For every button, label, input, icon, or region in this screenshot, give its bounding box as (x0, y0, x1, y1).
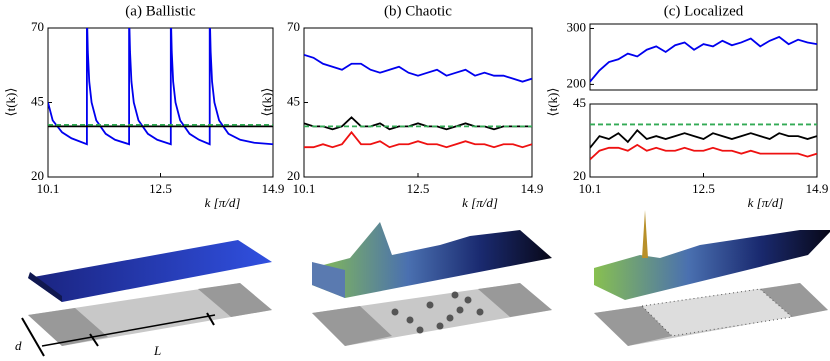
panel-title: (b) Chaotic (384, 3, 452, 19)
wave-surface (312, 222, 552, 298)
x-tick-label: 14.9 (521, 181, 544, 196)
series-line (48, 28, 273, 146)
wave-ribbon (28, 240, 272, 302)
schematic-chaotic (312, 222, 552, 346)
y-tick-label: 20 (31, 168, 44, 183)
lead (594, 306, 672, 346)
dim-line (41, 314, 216, 347)
wave-surface (594, 230, 830, 300)
d-label: d (15, 338, 22, 353)
y-tick-label: 70 (31, 19, 44, 34)
y-axis-label: ⟨t(k)⟩ (3, 88, 18, 117)
panel-title: (c) Localized (664, 3, 744, 19)
dim-line (206, 312, 215, 326)
series-line (590, 143, 817, 161)
x-tick-label: 12.5 (692, 181, 715, 196)
y-tick-label: 200 (567, 75, 587, 90)
y-tick-label: 20 (287, 168, 300, 183)
panel-title: (a) Ballistic (125, 3, 196, 19)
x-tick-label: 10.1 (293, 181, 316, 196)
y-tick-label: 20 (573, 168, 586, 183)
schematic-localized (594, 210, 830, 346)
x-tick-label: 10.1 (579, 181, 602, 196)
L-label: L (153, 343, 161, 358)
x-axis-label: k [π/d] (462, 195, 498, 210)
x-axis-label: k [π/d] (205, 195, 241, 210)
y-axis-label: ⟨t(k)⟩ (259, 88, 274, 117)
series-line (304, 53, 532, 83)
disorder-region (640, 288, 794, 337)
lead (198, 283, 272, 317)
x-tick-label: 12.5 (407, 181, 430, 196)
y-axis-label: ⟨t(k)⟩ (545, 88, 560, 117)
plot-frame (589, 103, 818, 178)
y-tick-label: 300 (567, 19, 587, 34)
x-tick-label: 14.9 (806, 181, 829, 196)
x-tick-label: 14.9 (262, 181, 285, 196)
plot-frame (589, 23, 818, 91)
series-line (590, 128, 817, 149)
x-tick-label: 10.1 (37, 181, 60, 196)
lead (760, 283, 828, 317)
series-line (304, 116, 532, 131)
schematic-ballistic: d L (15, 240, 272, 358)
localized-peak (642, 210, 648, 258)
x-axis-label: k [π/d] (748, 195, 784, 210)
lead (478, 283, 552, 317)
ribbon-side (28, 272, 62, 302)
dim-line (21, 317, 45, 357)
surface-side (312, 262, 345, 298)
scatterers (391, 291, 484, 334)
plot-frame (47, 27, 274, 178)
y-tick-label: 45 (573, 95, 586, 110)
y-tick-label: 45 (287, 93, 300, 108)
y-tick-label: 45 (31, 93, 44, 108)
dim-line (89, 333, 99, 347)
lead (312, 306, 392, 346)
plot-frame (303, 27, 533, 178)
x-tick-label: 12.5 (149, 181, 172, 196)
series-line (590, 35, 817, 83)
lead (28, 308, 108, 346)
series-line (304, 130, 532, 149)
y-tick-label: 70 (287, 19, 300, 34)
